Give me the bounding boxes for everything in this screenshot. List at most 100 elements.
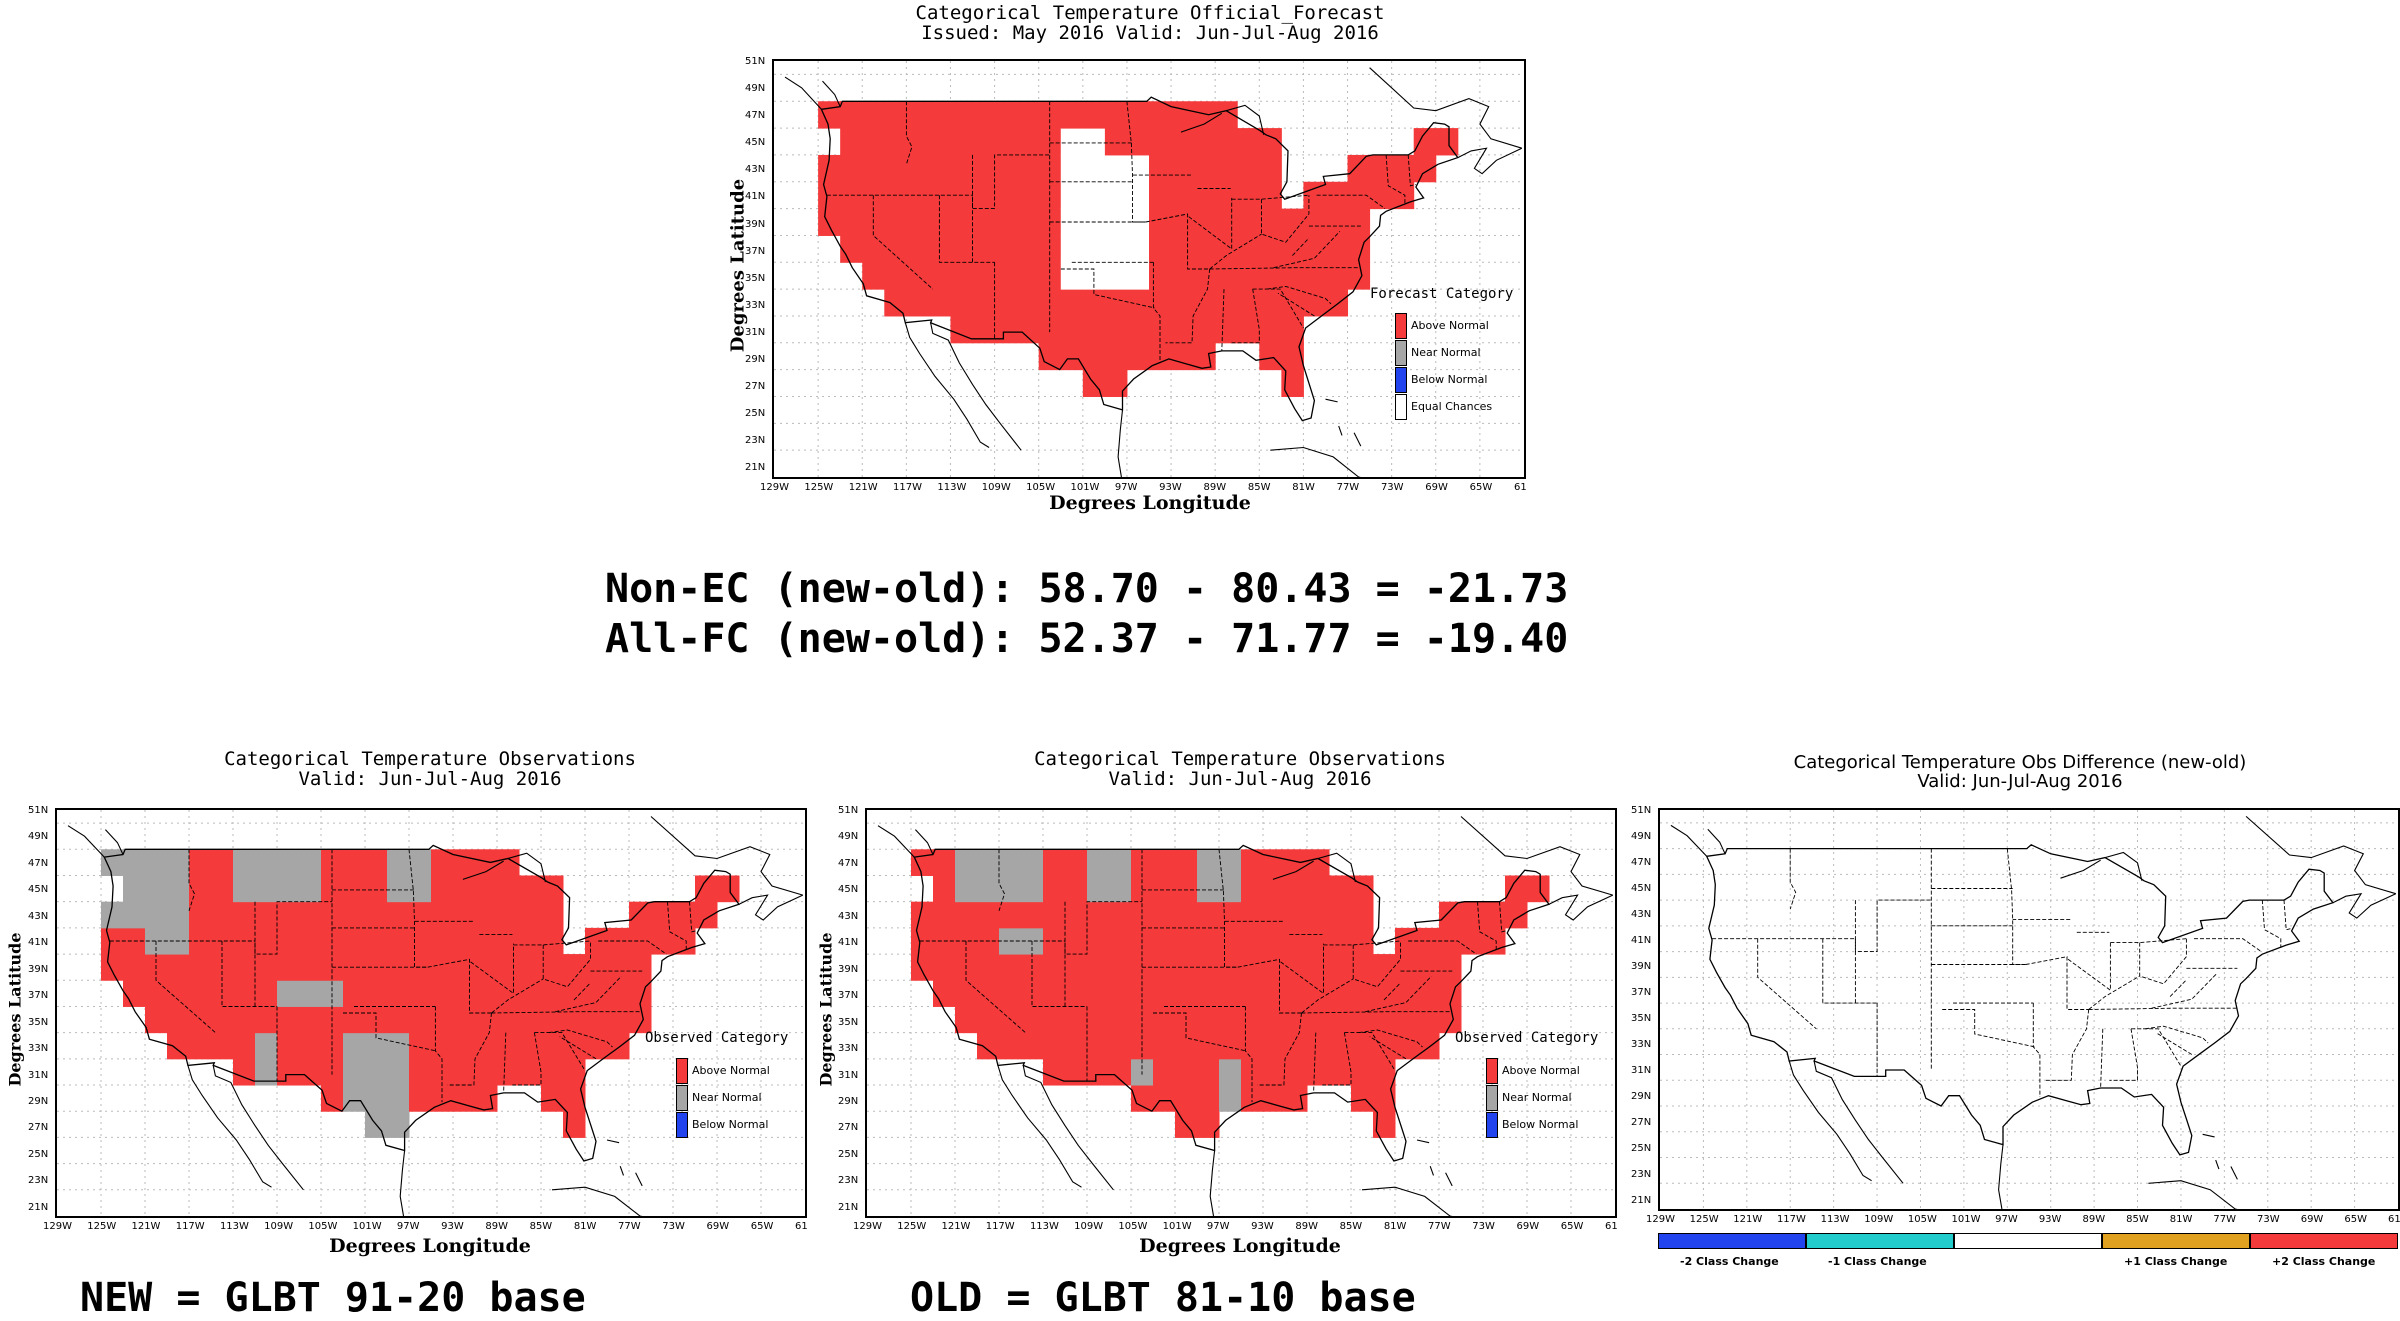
state-boundary [2131, 1028, 2182, 1067]
grid-cell [1369, 181, 1393, 210]
grid-cell [365, 875, 388, 903]
grid-cell [541, 1006, 564, 1034]
lon-tick-label: 117W [893, 482, 923, 493]
coastline [1022, 1065, 1114, 1191]
grid-cell [862, 235, 885, 263]
lon-tick-label: 113W [1820, 1214, 1850, 1225]
grid-cell [277, 954, 300, 981]
grid-cell [1197, 1085, 1220, 1112]
grid-cell [1153, 1058, 1176, 1086]
legend-swatch [1486, 1112, 1498, 1138]
grid-cell [1395, 954, 1418, 981]
lon-tick-label: 73W [1380, 482, 1404, 493]
lon-tick-label: 97W [1206, 1221, 1230, 1232]
grid-cell [519, 1032, 542, 1060]
coastline [1117, 409, 1124, 477]
grid-cell [1237, 289, 1260, 317]
grid-cell [1237, 235, 1260, 263]
grid-cell [1263, 927, 1286, 955]
grid-cell [1219, 1006, 1242, 1034]
grid-cell [1237, 208, 1260, 236]
grid-cell [145, 849, 168, 876]
grid-cell [519, 954, 542, 981]
state-boundary [1789, 848, 1797, 910]
grid-cell [299, 980, 322, 1007]
grid-cell [1219, 980, 1242, 1007]
state-boundary [1257, 1012, 1302, 1086]
grid-cell [343, 927, 366, 955]
coastline [104, 829, 124, 855]
grid-cell [972, 315, 996, 344]
grid-cell [1219, 1085, 1242, 1112]
grid-cell [189, 1032, 212, 1060]
grid-cell [255, 1058, 278, 1086]
grid-cell [1021, 980, 1044, 1007]
coastline [1788, 1060, 1872, 1182]
grid-cell [1082, 128, 1106, 156]
lat-tick-label: 49N [838, 831, 859, 843]
coastline [650, 816, 803, 896]
grid-cell [343, 1058, 366, 1086]
lon-tick-label: 65W [1469, 482, 1493, 493]
grid-cell [299, 927, 322, 955]
grid-cell [994, 208, 1018, 236]
grid-cell [1126, 128, 1150, 156]
lat-tick-label: 51N [838, 805, 859, 816]
lon-tick-label: 125W [897, 1221, 927, 1232]
lon-tick-label: 73W [1472, 1221, 1495, 1232]
grid-cell [1109, 1032, 1132, 1060]
lon-tick-label: 113W [937, 482, 967, 493]
grid-cell [1197, 1111, 1220, 1138]
state-boundary [1221, 289, 1225, 351]
state-boundary [2088, 1007, 2237, 1010]
grid-cell [1171, 101, 1194, 129]
grid-cell [365, 927, 388, 955]
lat-tick-label: 41N [28, 937, 49, 949]
state-boundary [2194, 938, 2262, 952]
grid-cell [1307, 849, 1330, 876]
grid-cell [1126, 235, 1150, 263]
lat-tick-label: 49N [1631, 831, 1652, 842]
coastline [1317, 852, 1356, 883]
grid-cell [409, 901, 432, 929]
grid-cell [629, 954, 652, 981]
grid-cell [1016, 128, 1040, 156]
grid-cell [519, 875, 542, 903]
grid-cell [1329, 1006, 1352, 1034]
lon-tick-label: 73W [2257, 1214, 2280, 1225]
grid-cell [1109, 1058, 1132, 1086]
grid-cell [387, 1006, 410, 1034]
grid-cell [950, 154, 974, 183]
grid-cell [211, 901, 234, 929]
grid-cell [933, 901, 956, 929]
grid-cell [343, 980, 366, 1007]
grid-cell [994, 181, 1018, 210]
grid-cell [1087, 954, 1110, 981]
legend-label: Below Normal [1502, 1118, 1579, 1131]
grid-cell [1307, 980, 1330, 1007]
grid-cell [255, 927, 278, 955]
state-boundary [1385, 154, 1406, 205]
lon-tick-label: 117W [175, 1221, 205, 1232]
grid-cell [1259, 154, 1282, 183]
grid-cell [101, 901, 124, 929]
grid-cell [818, 208, 841, 236]
grid-cell [1263, 1058, 1286, 1086]
lon-tick-label: 81W [2169, 1214, 2193, 1225]
grid-cell [1171, 289, 1194, 317]
grid-cell [950, 262, 974, 290]
grid-cell [1171, 315, 1194, 344]
grid-cell [453, 1058, 476, 1086]
obs-new-xlabel: Degrees Longitude [329, 1235, 531, 1257]
us-outline [820, 96, 1459, 422]
grid-cell [1417, 954, 1440, 981]
coastline [997, 1065, 1082, 1188]
grid-cell [233, 1058, 256, 1086]
grid-cell [607, 954, 630, 981]
grid-cell [1395, 1006, 1418, 1034]
lat-tick-label: 35N [1631, 1013, 1652, 1024]
grid-cell [1325, 208, 1349, 236]
grid-cell [906, 289, 929, 317]
state-boundary [1266, 285, 1332, 305]
state-boundary [1261, 195, 1310, 243]
